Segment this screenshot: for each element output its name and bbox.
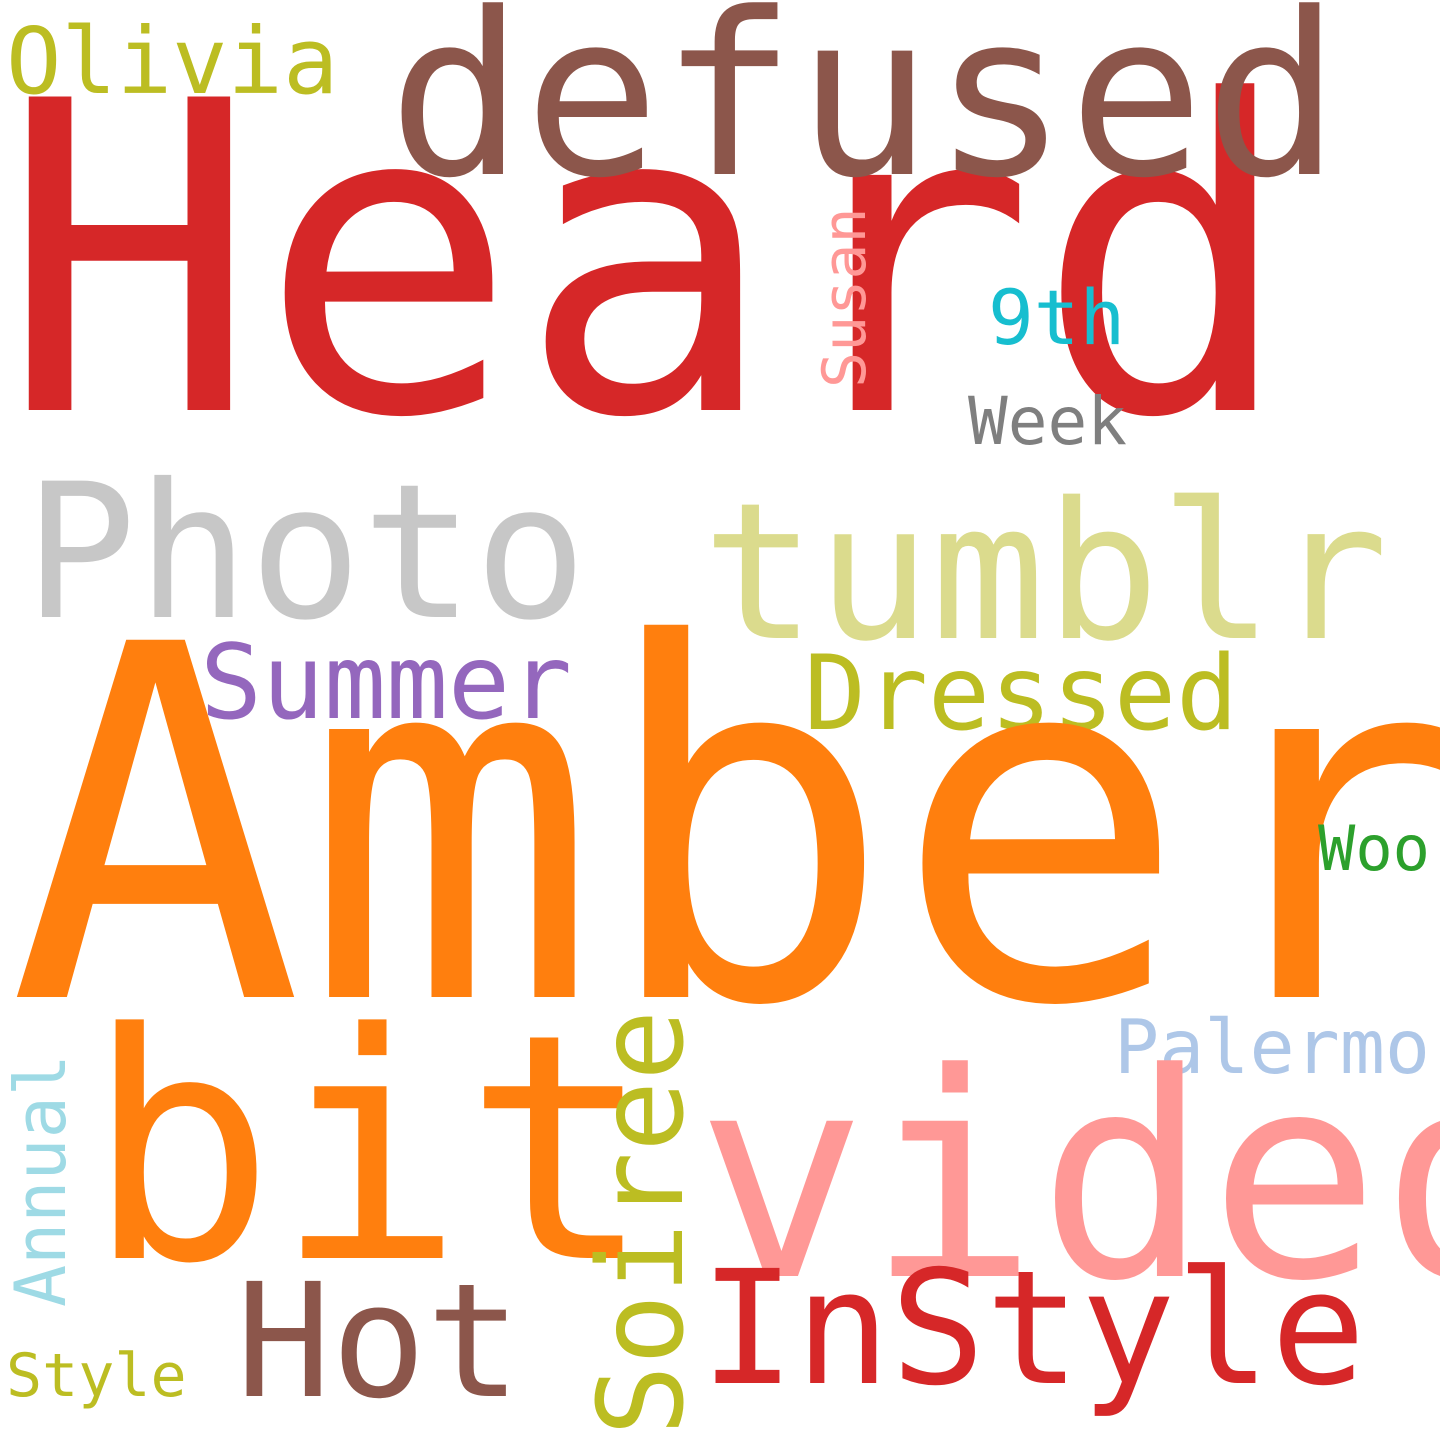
- word-soiree: Soiree: [572, 1009, 710, 1436]
- word-annual: Annual: [0, 1054, 82, 1307]
- word-9th: 9th: [988, 273, 1126, 362]
- word-bit: bit: [86, 968, 654, 1333]
- word-hot: Hot: [236, 1250, 522, 1434]
- word-photo: Photo: [24, 444, 587, 662]
- word-summer: Summer: [200, 623, 573, 743]
- word-dressed: Dressed: [804, 634, 1239, 754]
- word-heard: Heard: [0, 12, 1295, 512]
- word-instyle: InStyle: [700, 1237, 1366, 1421]
- word-tumblr: tumblr: [702, 462, 1389, 683]
- word-defused: defused: [388, 0, 1341, 228]
- word-olivia: Olivia: [6, 8, 339, 115]
- word-woo: Woo: [1318, 812, 1430, 885]
- word-amber: Amber: [8, 542, 1440, 1113]
- word-week: Week: [968, 383, 1127, 460]
- word-style: Style: [6, 1341, 187, 1411]
- word-susan: Susan: [810, 207, 880, 388]
- word-palermo: Palermo: [1114, 1003, 1431, 1091]
- word-video: video: [696, 1012, 1440, 1343]
